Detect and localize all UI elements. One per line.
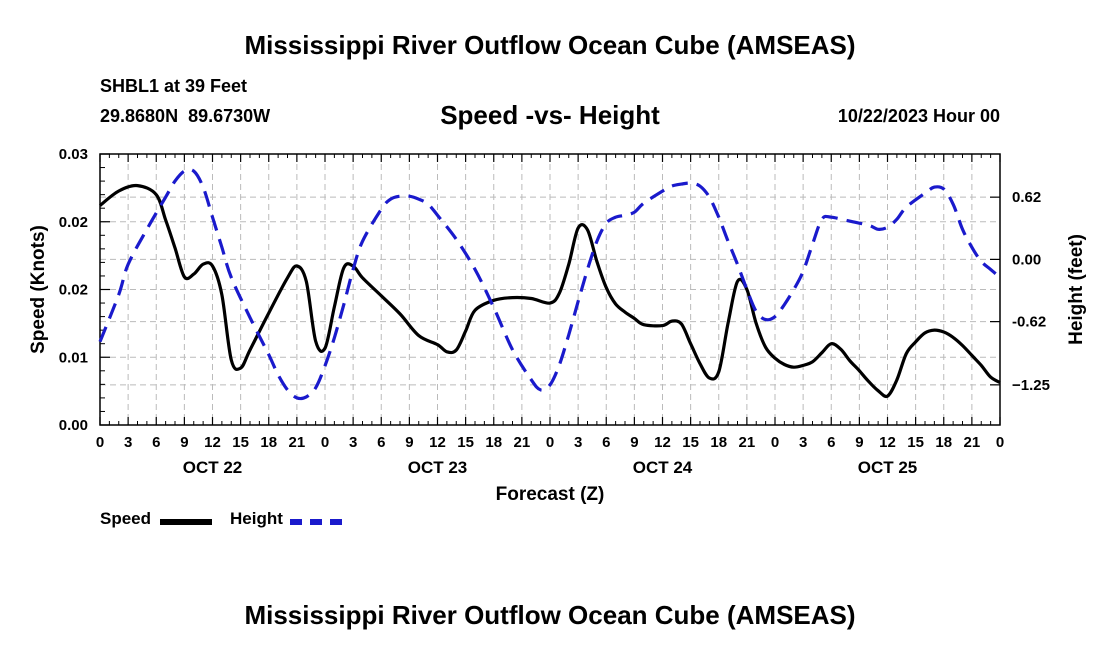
x-tick-label: 9 (855, 434, 863, 451)
x-tick-label: 0 (996, 434, 1004, 451)
y-left-tick-label: 0.00 (59, 417, 88, 434)
x-day-label: OCT 23 (408, 458, 468, 477)
x-tick-label: 21 (514, 434, 531, 451)
series-line-speed (98, 183, 1001, 399)
x-tick-label: 6 (377, 434, 385, 451)
y-left-tick-label: 0.02 (59, 214, 88, 231)
x-tick-label: 15 (682, 434, 699, 451)
x-tick-label: 6 (827, 434, 835, 451)
x-tick-label: 21 (739, 434, 756, 451)
x-tick-label: 18 (935, 434, 952, 451)
x-tick-label: 15 (907, 434, 924, 451)
legend-speed-label: Speed (100, 509, 152, 528)
footer-title: Mississippi River Outflow Ocean Cube (AM… (244, 600, 856, 630)
y-left-tick-label: 0.01 (59, 349, 88, 366)
y-right-axis-title: Height (feet) (1066, 234, 1087, 345)
y-right-tick-label: -0.62 (1012, 314, 1046, 331)
x-day-label: OCT 25 (858, 458, 918, 477)
x-tick-label: 9 (630, 434, 638, 451)
chart-title: Speed -vs- Height (440, 100, 660, 130)
x-tick-label: 21 (964, 434, 981, 451)
x-tick-label: 15 (232, 434, 249, 451)
legend-height-swatch (290, 519, 342, 525)
x-tick-label: 0 (321, 434, 329, 451)
x-day-label: OCT 22 (183, 458, 243, 477)
y-left-tick-label: 0.02 (59, 282, 88, 299)
station-label: SHBL1 at 39 Feet (100, 76, 248, 96)
x-axis-title: Forecast (Z) (496, 484, 605, 505)
series-line-height (98, 167, 1002, 401)
x-tick-label: 3 (799, 434, 807, 451)
x-tick-label: 12 (654, 434, 671, 451)
x-tick-label: 15 (457, 434, 474, 451)
x-tick-label: 0 (771, 434, 779, 451)
x-tick-label: 9 (405, 434, 413, 451)
y-right-tick-label: −1.25 (1012, 377, 1050, 394)
x-tick-label: 12 (879, 434, 896, 451)
page-title: Mississippi River Outflow Ocean Cube (AM… (244, 30, 856, 60)
x-tick-label: 18 (485, 434, 502, 451)
x-tick-label: 12 (429, 434, 446, 451)
x-day-label: OCT 24 (633, 458, 693, 477)
y-right-tick-label: 0.00 (1012, 251, 1041, 268)
y-left-tick-label: 0.03 (59, 146, 88, 163)
legend-height-label: Height (230, 509, 283, 528)
legend-speed-swatch (160, 519, 212, 525)
x-tick-label: 18 (710, 434, 727, 451)
y-right-tick-label: 0.62 (1012, 189, 1041, 206)
x-tick-label: 18 (260, 434, 277, 451)
x-tick-label: 0 (546, 434, 554, 451)
y-left-axis-title: Speed (Knots) (28, 225, 49, 354)
x-tick-label: 6 (602, 434, 610, 451)
x-tick-label: 0 (96, 434, 104, 451)
x-tick-label: 12 (204, 434, 221, 451)
x-tick-label: 3 (124, 434, 132, 451)
x-tick-label: 6 (152, 434, 160, 451)
x-tick-label: 9 (180, 434, 188, 451)
x-tick-label: 3 (349, 434, 357, 451)
x-tick-label: 21 (289, 434, 306, 451)
x-tick-label: 3 (574, 434, 582, 451)
datetime-label: 10/22/2023 Hour 00 (837, 106, 1000, 126)
coordinates-label: 29.8680N 89.6730W (100, 106, 271, 126)
